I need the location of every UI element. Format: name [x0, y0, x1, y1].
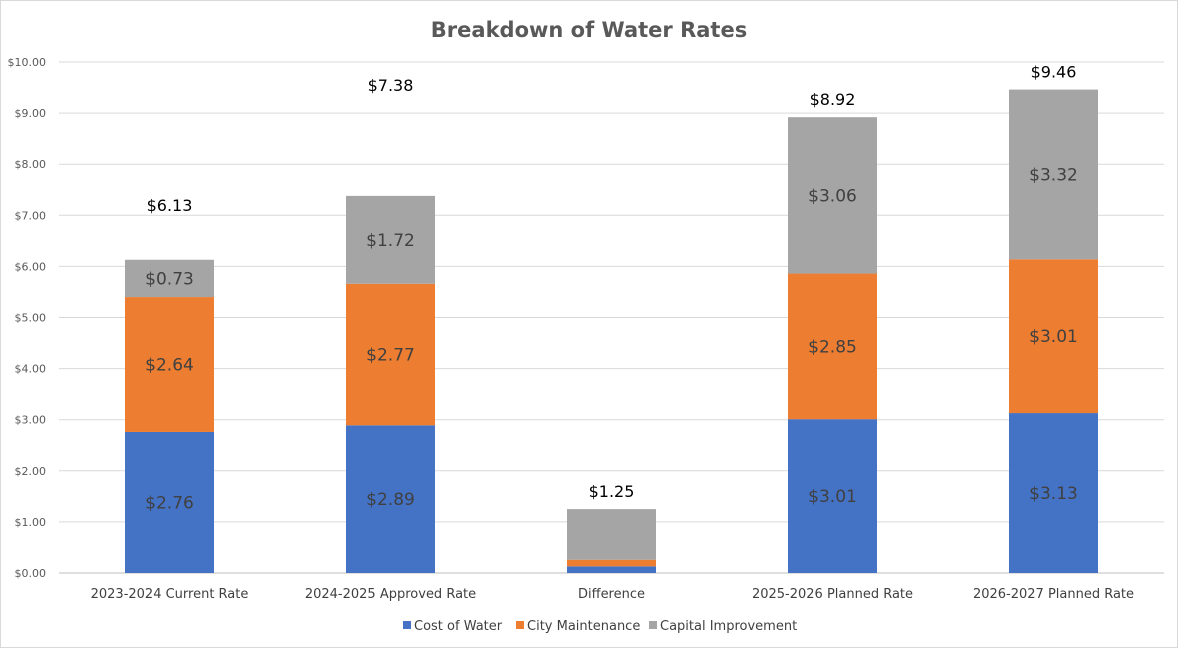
bar-segment [125, 297, 214, 432]
bar-segment [346, 425, 435, 573]
total-label: $8.92 [810, 90, 856, 109]
bar-segment [1009, 259, 1098, 414]
bar-segment [567, 559, 656, 567]
x-tick-label: 2026-2027 Planned Rate [973, 587, 1134, 602]
bar-segment [788, 117, 877, 274]
total-label: $7.38 [368, 76, 414, 95]
bar-segment [788, 273, 877, 420]
x-axis: 2023-2024 Current Rate 2024-2025 Approved… [91, 587, 1134, 602]
legend-swatch [403, 621, 411, 629]
y-tick-label: $10.00 [8, 56, 47, 69]
y-tick-label: $7.00 [15, 209, 47, 222]
y-tick-label: $4.00 [15, 363, 47, 376]
y-tick-label: $0.00 [15, 567, 47, 580]
segment-data-label: $3.32 [1029, 165, 1078, 185]
y-tick-label: $1.00 [15, 516, 47, 529]
bar-segment [1009, 413, 1098, 573]
segment-data-label: $2.76 [145, 493, 194, 513]
x-tick-label: 2023-2024 Current Rate [91, 587, 249, 602]
segment-data-label: $0.73 [145, 269, 194, 289]
bars: $2.76 $2.64 $0.73 $6.13 $2.89 $2.77 $1.72 $7.38… [125, 63, 1098, 573]
segment-data-label: $3.01 [808, 487, 857, 507]
segment-data-label: $2.77 [366, 346, 415, 366]
y-tick-label: $3.00 [15, 414, 47, 427]
bar-segment [567, 566, 656, 573]
chart-title: Breakdown of Water Rates [431, 18, 747, 42]
bar-segment [125, 259, 214, 298]
segment-data-label: $1.72 [366, 231, 415, 251]
x-tick-label: 2024-2025 Approved Rate [305, 587, 476, 602]
gridlines [59, 61, 1164, 574]
legend-label: Cost of Water [414, 619, 503, 634]
bar-segment [1009, 89, 1098, 260]
bar-segment [788, 419, 877, 573]
segment-data-label: $3.06 [808, 186, 857, 206]
total-label: $9.46 [1031, 63, 1077, 82]
total-label: $1.25 [589, 482, 635, 501]
y-tick-label: $9.00 [15, 107, 47, 120]
legend-swatch [649, 621, 657, 629]
total-label: $6.13 [147, 196, 193, 215]
segment-data-label: $2.85 [808, 337, 857, 357]
y-tick-label: $8.00 [15, 158, 47, 171]
segment-data-label: $2.64 [145, 356, 194, 376]
y-tick-label: $5.00 [15, 312, 47, 325]
y-axis: $0.00 $1.00 $2.00 $3.00 $4.00 $5.00 $6.00 $7.00… [8, 56, 47, 580]
y-tick-label: $6.00 [15, 260, 47, 273]
segment-data-label: $2.89 [366, 490, 415, 510]
bar-segment [346, 283, 435, 426]
legend-swatch [516, 621, 524, 629]
segment-data-label: $3.13 [1029, 484, 1078, 504]
bar-segment [125, 431, 214, 573]
segment-data-label: $3.01 [1029, 327, 1078, 347]
y-tick-label: $2.00 [15, 465, 47, 478]
bar-segment [567, 509, 656, 560]
bar-segment [346, 195, 435, 284]
x-tick-label: 2025-2026 Planned Rate [752, 587, 913, 602]
legend: Cost of Water City Maintenance Capital Imp… [403, 619, 797, 634]
legend-label: City Maintenance [527, 619, 640, 634]
legend-label: Capital Improvement [660, 619, 797, 634]
x-tick-label: Difference [578, 587, 645, 602]
